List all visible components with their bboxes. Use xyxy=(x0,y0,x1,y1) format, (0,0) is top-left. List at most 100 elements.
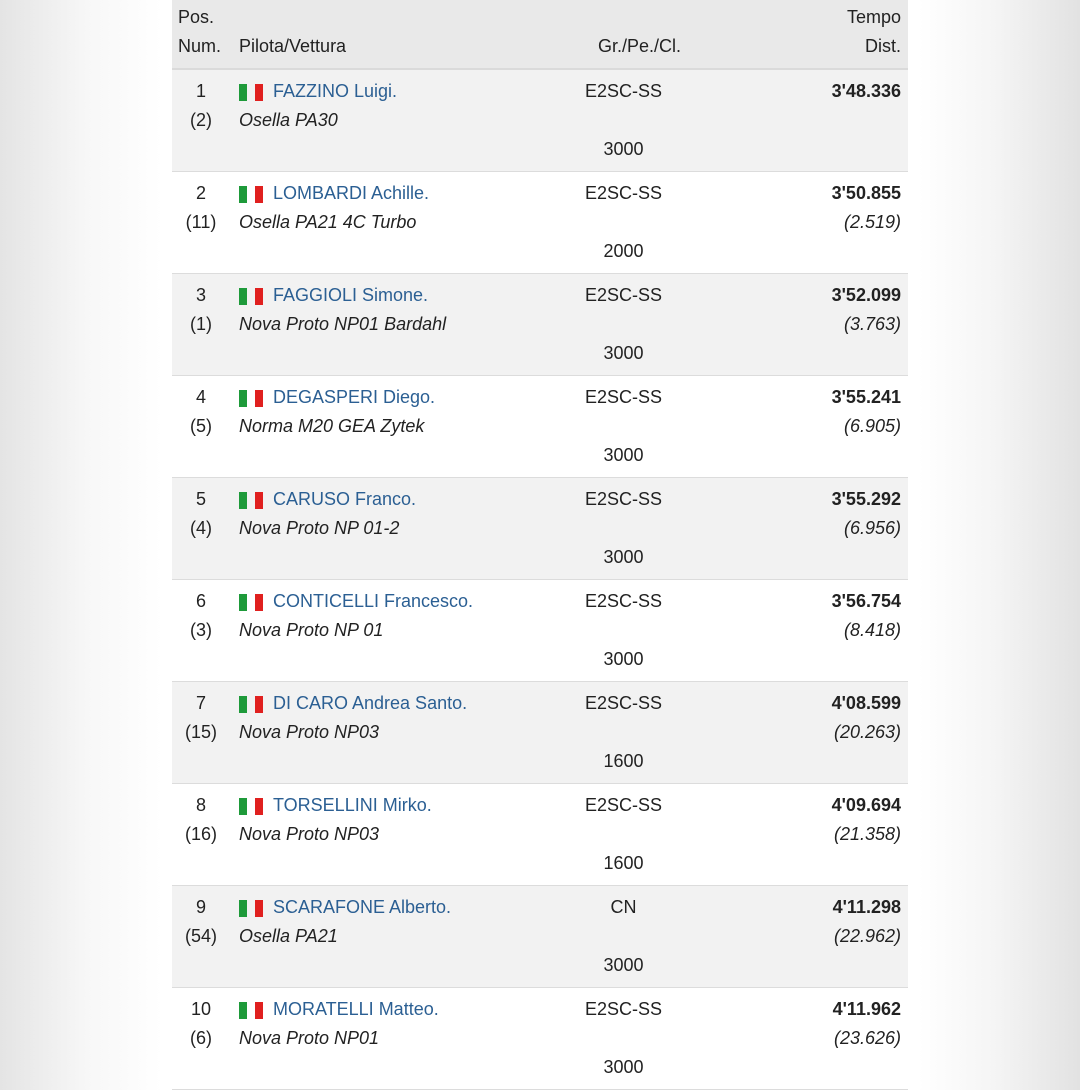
driver-name-link[interactable]: TORSELLINI Mirko. xyxy=(273,795,432,815)
header-gap: Dist. xyxy=(865,36,901,56)
driver-name-link[interactable]: MORATELLI Matteo. xyxy=(273,999,439,1019)
header-driver: Pilota/Vettura xyxy=(239,36,347,56)
group: E2SC-SS xyxy=(584,387,663,407)
italy-flag-icon xyxy=(239,288,265,305)
class: 3000 xyxy=(603,343,644,363)
group: E2SC-SS xyxy=(584,489,663,509)
gap: (21.358) xyxy=(833,824,901,844)
results-table: Pos. Num. Pilota/Vettura Gr./Pe./Cl. Tem… xyxy=(172,0,908,1090)
car-model: Nova Proto NP 01 xyxy=(239,620,384,640)
italy-flag-icon xyxy=(239,1002,265,1019)
time: 4'11.298 xyxy=(832,897,901,917)
table-row: 5 (4) CARUSO Franco. Nova Proto NP 01-2 … xyxy=(172,478,908,580)
italy-flag-icon xyxy=(239,492,265,509)
group: E2SC-SS xyxy=(584,591,663,611)
race-number: (16) xyxy=(184,824,217,844)
driver-name-link[interactable]: SCARAFONE Alberto. xyxy=(273,897,452,917)
class: 3000 xyxy=(603,649,644,669)
italy-flag-icon xyxy=(239,798,265,815)
car-model: Nova Proto NP01 Bardahl xyxy=(239,314,447,334)
position: 6 xyxy=(195,591,206,611)
time: 3'55.292 xyxy=(831,489,901,509)
italy-flag-icon xyxy=(239,696,265,713)
gap: (22.962) xyxy=(833,926,901,946)
header-group: Gr./Pe./Cl. xyxy=(598,36,682,56)
time: 4'08.599 xyxy=(831,693,901,713)
gap: (6.956) xyxy=(843,518,901,538)
position: 7 xyxy=(195,693,206,713)
italy-flag-icon xyxy=(239,186,265,203)
table-row: 9 (54) SCARAFONE Alberto. Osella PA21 CN… xyxy=(172,886,908,988)
group: E2SC-SS xyxy=(584,285,663,305)
time: 3'48.336 xyxy=(831,81,901,101)
race-number: (3) xyxy=(190,620,212,640)
race-number: (1) xyxy=(190,314,212,334)
group: E2SC-SS xyxy=(584,693,663,713)
group: CN xyxy=(610,897,637,917)
table-row: 7 (15) DI CARO Andrea Santo. Nova Proto … xyxy=(172,682,908,784)
class: 1600 xyxy=(603,853,644,873)
race-number: (11) xyxy=(185,212,217,232)
italy-flag-icon xyxy=(239,390,265,407)
position: 9 xyxy=(195,897,206,917)
gap: (20.263) xyxy=(833,722,901,742)
driver-name-link[interactable]: LOMBARDI Achille. xyxy=(273,183,430,203)
table-row: 8 (16) TORSELLINI Mirko. Nova Proto NP03… xyxy=(172,784,908,886)
driver-name-link[interactable]: CARUSO Franco. xyxy=(273,489,417,509)
car-model: Osella PA30 xyxy=(239,110,338,130)
table-body: 1 (2) FAZZINO Luigi. Osella PA30 E2SC-SS… xyxy=(172,70,908,1090)
position: 4 xyxy=(195,387,206,407)
time: 3'55.241 xyxy=(831,387,901,407)
class: 1600 xyxy=(603,751,644,771)
time: 4'09.694 xyxy=(831,795,901,815)
group: E2SC-SS xyxy=(584,81,663,101)
italy-flag-icon xyxy=(239,900,265,917)
time: 3'52.099 xyxy=(831,285,901,305)
time: 4'11.962 xyxy=(832,999,901,1019)
car-model: Osella PA21 4C Turbo xyxy=(239,212,417,232)
gap: (2.519) xyxy=(843,212,901,232)
position: 8 xyxy=(195,795,206,815)
race-number: (15) xyxy=(184,722,217,742)
car-model: Nova Proto NP 01-2 xyxy=(239,518,400,538)
class: 3000 xyxy=(603,547,644,567)
car-model: Nova Proto NP03 xyxy=(239,824,380,844)
header-num: Num. xyxy=(178,36,222,56)
race-number: (6) xyxy=(190,1028,212,1048)
race-number: (4) xyxy=(190,518,212,538)
driver-name-link[interactable]: FAGGIOLI Simone. xyxy=(273,285,429,305)
car-model: Nova Proto NP01 xyxy=(239,1028,380,1048)
race-number: (5) xyxy=(190,416,212,436)
group: E2SC-SS xyxy=(584,183,663,203)
class: 3000 xyxy=(603,445,644,465)
table-row: 2 (11) LOMBARDI Achille. Osella PA21 4C … xyxy=(172,172,908,274)
car-model: Nova Proto NP03 xyxy=(239,722,380,742)
race-number: (54) xyxy=(184,926,217,946)
class: 3000 xyxy=(603,1057,644,1077)
position: 10 xyxy=(190,999,212,1019)
driver-name-link[interactable]: DEGASPERI Diego. xyxy=(273,387,436,407)
class: 3000 xyxy=(603,955,644,975)
table-row: 3 (1) FAGGIOLI Simone. Nova Proto NP01 B… xyxy=(172,274,908,376)
gap: (3.763) xyxy=(843,314,901,334)
car-model: Osella PA21 xyxy=(239,926,338,946)
driver-name-link[interactable]: DI CARO Andrea Santo. xyxy=(273,693,468,713)
car-model: Norma M20 GEA Zytek xyxy=(239,416,425,436)
driver-name-link[interactable]: FAZZINO Luigi. xyxy=(273,81,398,101)
header-time: Tempo xyxy=(846,7,901,27)
time: 3'50.855 xyxy=(831,183,901,203)
position: 2 xyxy=(195,183,206,203)
position: 1 xyxy=(195,81,206,101)
table-row: 4 (5) DEGASPERI Diego. Norma M20 GEA Zyt… xyxy=(172,376,908,478)
gap: (8.418) xyxy=(843,620,901,640)
header-pos: Pos. xyxy=(178,7,215,27)
table-row: 6 (3) CONTICELLI Francesco. Nova Proto N… xyxy=(172,580,908,682)
group: E2SC-SS xyxy=(584,795,663,815)
italy-flag-icon xyxy=(239,84,265,101)
position: 3 xyxy=(195,285,206,305)
time: 3'56.754 xyxy=(831,591,901,611)
position: 5 xyxy=(195,489,206,509)
gap: (6.905) xyxy=(843,416,901,436)
class: 3000 xyxy=(603,139,644,159)
driver-name-link[interactable]: CONTICELLI Francesco. xyxy=(273,591,474,611)
